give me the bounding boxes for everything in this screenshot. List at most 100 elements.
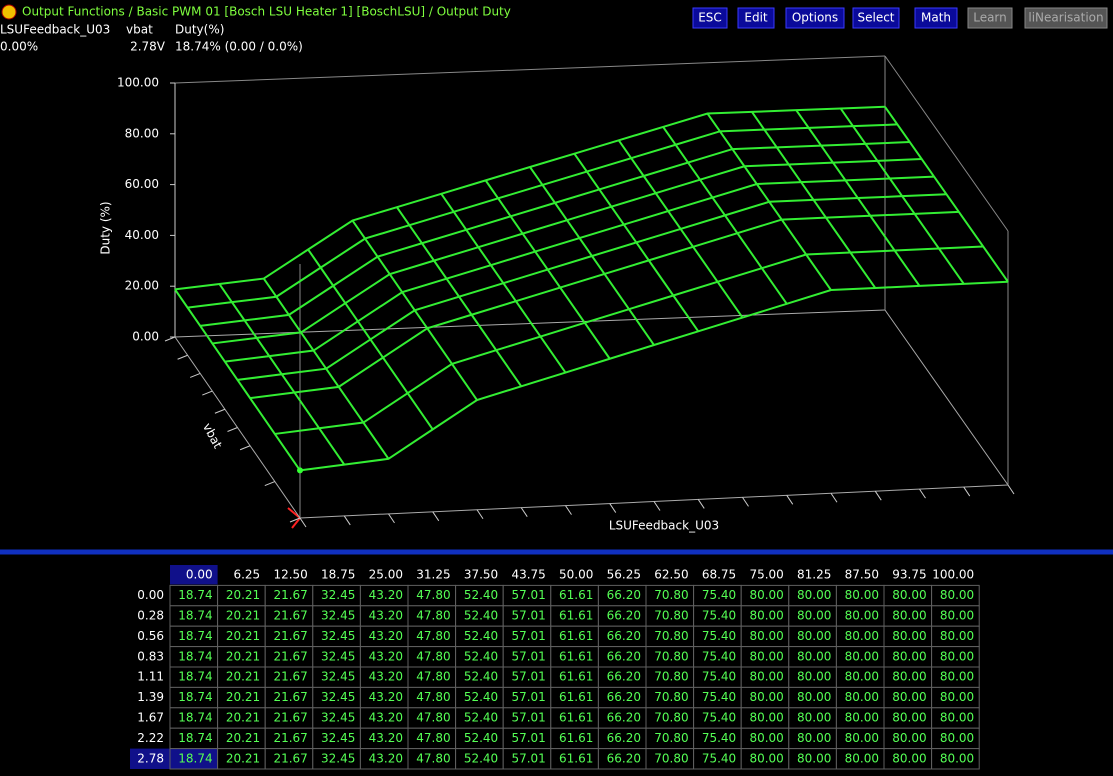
cell[interactable]: 21.67 <box>273 649 307 663</box>
cell[interactable]: 20.21 <box>226 588 260 602</box>
cell[interactable]: 61.61 <box>559 588 593 602</box>
cell[interactable]: 18.74 <box>178 588 212 602</box>
cell[interactable]: 47.80 <box>416 670 450 684</box>
cell[interactable]: 75.40 <box>702 751 736 765</box>
cell[interactable]: 66.20 <box>607 609 641 623</box>
cell[interactable]: 75.40 <box>702 670 736 684</box>
cell[interactable]: 21.67 <box>273 731 307 745</box>
button[interactable]: Options <box>785 7 845 29</box>
cell[interactable]: 20.21 <box>226 629 260 643</box>
cell[interactable]: 80.00 <box>797 711 831 725</box>
cell[interactable]: 21.67 <box>273 609 307 623</box>
cell[interactable]: 57.01 <box>511 731 545 745</box>
cell[interactable]: 43.20 <box>369 629 403 643</box>
button[interactable]: ESC <box>692 7 728 29</box>
cell[interactable]: 80.00 <box>845 670 879 684</box>
cell[interactable]: 80.00 <box>940 711 974 725</box>
cell[interactable]: 18.74 <box>178 751 212 765</box>
cell[interactable]: 70.80 <box>654 690 688 704</box>
cell[interactable]: 47.80 <box>416 731 450 745</box>
cell[interactable]: 61.61 <box>559 629 593 643</box>
cell[interactable]: 43.20 <box>369 649 403 663</box>
cell[interactable]: 80.00 <box>797 609 831 623</box>
cell[interactable]: 66.20 <box>607 690 641 704</box>
cell[interactable]: 57.01 <box>511 711 545 725</box>
cell[interactable]: 32.45 <box>321 670 355 684</box>
cell[interactable]: 80.00 <box>940 629 974 643</box>
cell[interactable]: 80.00 <box>845 711 879 725</box>
cell[interactable]: 57.01 <box>511 690 545 704</box>
cell[interactable]: 57.01 <box>511 588 545 602</box>
cell[interactable]: 21.67 <box>273 690 307 704</box>
button[interactable]: Select <box>852 7 900 29</box>
cell[interactable]: 80.00 <box>940 588 974 602</box>
cell[interactable]: 32.45 <box>321 629 355 643</box>
cell[interactable]: 20.21 <box>226 649 260 663</box>
cell[interactable]: 47.80 <box>416 649 450 663</box>
cell[interactable]: 70.80 <box>654 751 688 765</box>
cell[interactable]: 70.80 <box>654 588 688 602</box>
cell[interactable]: 47.80 <box>416 711 450 725</box>
cell[interactable]: 80.00 <box>845 649 879 663</box>
cell[interactable]: 70.80 <box>654 629 688 643</box>
cell[interactable]: 80.00 <box>749 751 783 765</box>
cell[interactable]: 80.00 <box>845 731 879 745</box>
cell[interactable]: 80.00 <box>749 629 783 643</box>
cell[interactable]: 21.67 <box>273 711 307 725</box>
button[interactable]: Math <box>914 7 958 29</box>
cell[interactable]: 75.40 <box>702 690 736 704</box>
cell[interactable]: 80.00 <box>749 731 783 745</box>
cell[interactable]: 18.74 <box>178 609 212 623</box>
cell[interactable]: 32.45 <box>321 690 355 704</box>
cell[interactable]: 70.80 <box>654 670 688 684</box>
cell[interactable]: 75.40 <box>702 629 736 643</box>
cell[interactable]: 52.40 <box>464 690 498 704</box>
cell[interactable]: 32.45 <box>321 588 355 602</box>
cell[interactable]: 80.00 <box>749 609 783 623</box>
cell[interactable]: 75.40 <box>702 588 736 602</box>
cell[interactable]: 66.20 <box>607 751 641 765</box>
cell[interactable]: 52.40 <box>464 588 498 602</box>
cell[interactable]: 61.61 <box>559 609 593 623</box>
cell[interactable]: 80.00 <box>940 751 974 765</box>
cell[interactable]: 80.00 <box>940 649 974 663</box>
cell[interactable]: 20.21 <box>226 690 260 704</box>
cell[interactable]: 52.40 <box>464 731 498 745</box>
cell[interactable]: 47.80 <box>416 690 450 704</box>
cell[interactable]: 75.40 <box>702 609 736 623</box>
cell[interactable]: 66.20 <box>607 649 641 663</box>
cell[interactable]: 80.00 <box>892 711 926 725</box>
cell[interactable]: 43.20 <box>369 731 403 745</box>
cell[interactable]: 57.01 <box>511 609 545 623</box>
cell[interactable]: 66.20 <box>607 629 641 643</box>
cell[interactable]: 80.00 <box>940 670 974 684</box>
cell[interactable]: 80.00 <box>797 588 831 602</box>
cell[interactable]: 80.00 <box>797 731 831 745</box>
cell[interactable]: 75.40 <box>702 711 736 725</box>
cell[interactable]: 18.74 <box>178 649 212 663</box>
cell[interactable]: 80.00 <box>892 751 926 765</box>
cell[interactable]: 18.74 <box>178 629 212 643</box>
cell[interactable]: 43.20 <box>369 670 403 684</box>
button-label[interactable]: Math <box>921 11 951 25</box>
cell[interactable]: 70.80 <box>654 731 688 745</box>
cell[interactable]: 61.61 <box>559 670 593 684</box>
cell[interactable]: 80.00 <box>892 690 926 704</box>
cell[interactable]: 80.00 <box>797 751 831 765</box>
cell[interactable]: 66.20 <box>607 731 641 745</box>
cell[interactable]: 80.00 <box>845 588 879 602</box>
cell[interactable]: 80.00 <box>749 690 783 704</box>
cell[interactable]: 57.01 <box>511 649 545 663</box>
cell[interactable]: 61.61 <box>559 690 593 704</box>
button-label[interactable]: Options <box>792 11 838 25</box>
cell[interactable]: 20.21 <box>226 609 260 623</box>
cell[interactable]: 43.20 <box>369 711 403 725</box>
button[interactable]: Edit <box>737 7 775 29</box>
cell[interactable]: 80.00 <box>749 588 783 602</box>
cell[interactable]: 20.21 <box>226 711 260 725</box>
cell[interactable]: 80.00 <box>845 609 879 623</box>
cell[interactable]: 32.45 <box>321 731 355 745</box>
cell[interactable]: 57.01 <box>511 629 545 643</box>
cell[interactable]: 43.20 <box>369 609 403 623</box>
cell[interactable]: 20.21 <box>226 731 260 745</box>
